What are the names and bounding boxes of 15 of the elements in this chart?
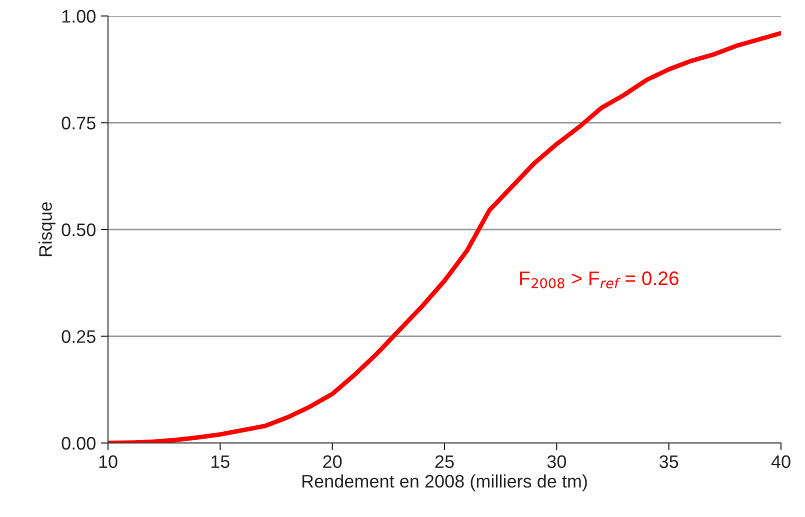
x-tick-label: 10: [99, 455, 118, 468]
x-tick-label: 30: [547, 455, 566, 468]
x-axis-title: Rendement en 2008 (milliers de tm): [302, 474, 587, 492]
y-tick-label: 0.00: [62, 436, 96, 450]
y-axis-title: Risque: [38, 202, 56, 256]
x-tick-label: 15: [212, 455, 230, 468]
y-tick-label: 0.25: [62, 330, 96, 343]
x-tick-label: 20: [323, 455, 342, 468]
y-tick-label: 0.75: [62, 116, 96, 130]
annotation: F$_{2008}$ > F$_{ref}$ = 0.26: [520, 271, 678, 288]
y-tick-label: 0.50: [62, 223, 96, 236]
x-tick-label: 40: [771, 455, 790, 468]
y-tick-label: 1.00: [62, 10, 96, 23]
x-tick-label: 35: [659, 455, 678, 468]
x-tick-label: 25: [435, 455, 454, 468]
